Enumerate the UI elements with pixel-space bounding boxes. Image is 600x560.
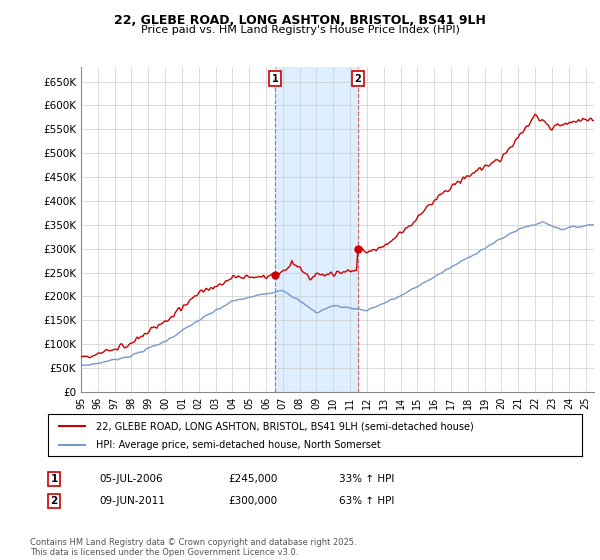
Text: HPI: Average price, semi-detached house, North Somerset: HPI: Average price, semi-detached house,… xyxy=(96,440,381,450)
Text: 1: 1 xyxy=(50,474,58,484)
Bar xyxy=(275,67,358,392)
Text: Contains HM Land Registry data © Crown copyright and database right 2025.
This d: Contains HM Land Registry data © Crown c… xyxy=(30,538,356,557)
Text: 2: 2 xyxy=(50,496,58,506)
Text: 22, GLEBE ROAD, LONG ASHTON, BRISTOL, BS41 9LH (semi-detached house): 22, GLEBE ROAD, LONG ASHTON, BRISTOL, BS… xyxy=(96,421,474,431)
Text: 2: 2 xyxy=(355,73,361,83)
Text: 63% ↑ HPI: 63% ↑ HPI xyxy=(339,496,394,506)
Text: 33% ↑ HPI: 33% ↑ HPI xyxy=(339,474,394,484)
Text: 05-JUL-2006: 05-JUL-2006 xyxy=(99,474,163,484)
Text: £245,000: £245,000 xyxy=(228,474,277,484)
Text: £300,000: £300,000 xyxy=(228,496,277,506)
Text: 09-JUN-2011: 09-JUN-2011 xyxy=(99,496,165,506)
Text: 1: 1 xyxy=(272,73,278,83)
Text: Price paid vs. HM Land Registry's House Price Index (HPI): Price paid vs. HM Land Registry's House … xyxy=(140,25,460,35)
Text: 22, GLEBE ROAD, LONG ASHTON, BRISTOL, BS41 9LH: 22, GLEBE ROAD, LONG ASHTON, BRISTOL, BS… xyxy=(114,14,486,27)
